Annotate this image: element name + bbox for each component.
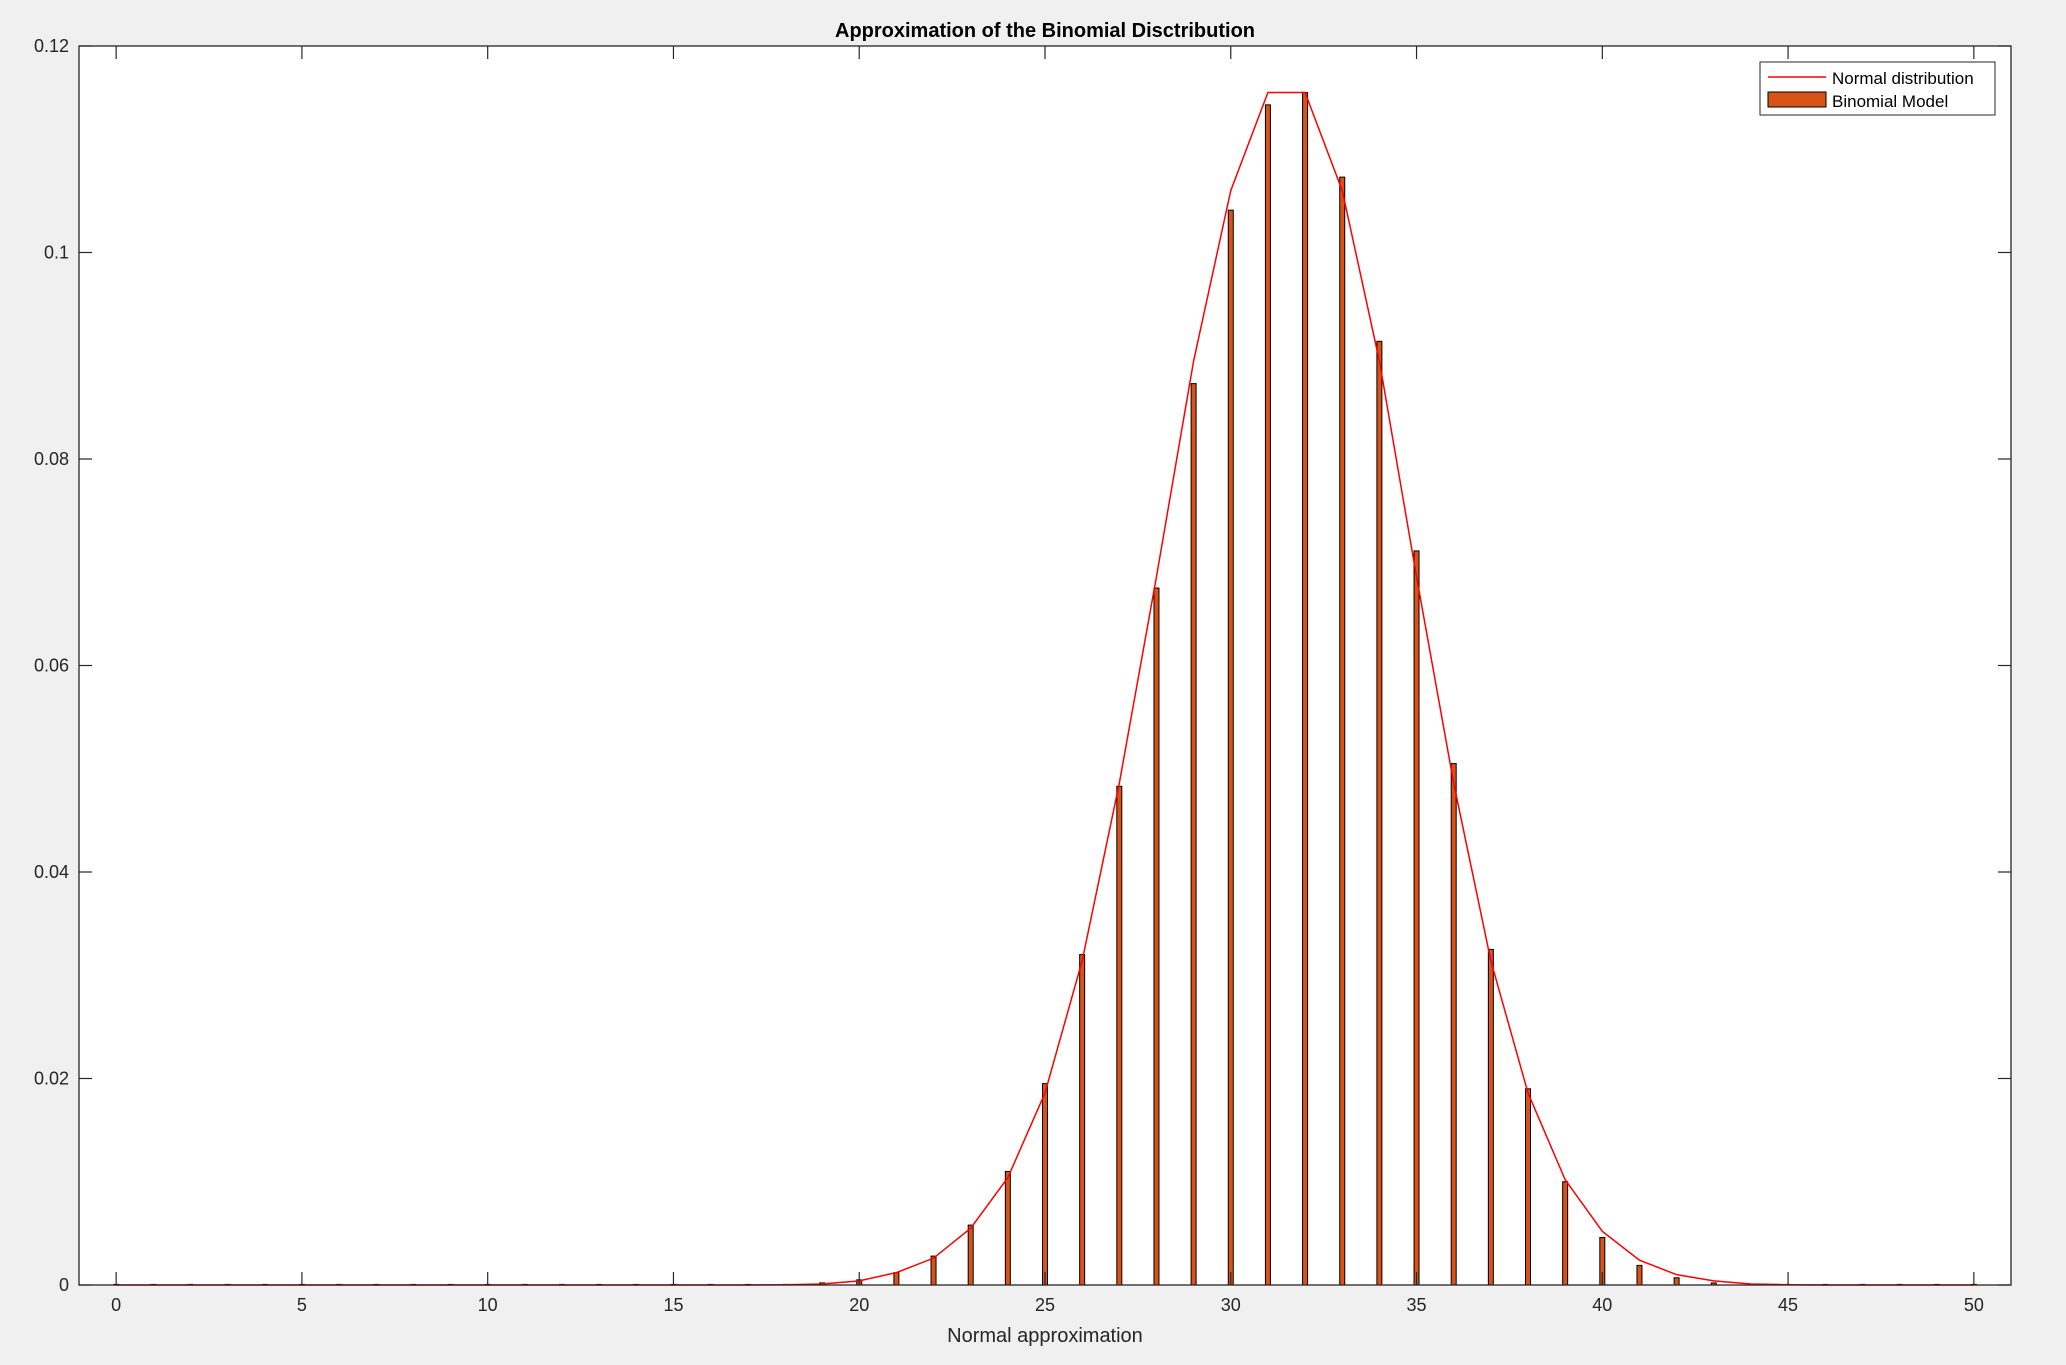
bar-x-23 [967, 1224, 974, 1286]
x-tick-label: 15 [663, 1295, 683, 1315]
bar-x-27 [1116, 785, 1123, 1286]
legend-entry-binomial: Binomial Model [1832, 92, 1948, 111]
ticks-layer: 0 5 10 15 20 25 30 35 40 45 50 0 0.02 0.04 0.06 0.08 0.1… [34, 36, 2011, 1315]
plot-area [79, 46, 2011, 1285]
x-tick-label: 40 [1592, 1295, 1612, 1315]
y-tick-label: 0.08 [34, 449, 69, 469]
x-axis-label: Normal approximation [947, 1325, 1143, 1347]
bar-x-37 [1487, 948, 1494, 1286]
bar-x-33 [1339, 176, 1346, 1286]
bars-layer [113, 91, 1977, 1286]
bar-x-42 [1673, 1277, 1680, 1286]
bar-x-21 [893, 1272, 900, 1286]
y-tick-label: 0.02 [34, 1069, 69, 1089]
bar-x-24 [1004, 1170, 1011, 1286]
y-tick-label: 0 [59, 1275, 69, 1295]
bar-x-29 [1190, 383, 1197, 1286]
x-tick-label: 0 [111, 1295, 121, 1315]
x-tick-label: 20 [849, 1295, 869, 1315]
x-tick-label: 30 [1221, 1295, 1241, 1315]
bar-x-32 [1302, 91, 1309, 1286]
x-tick-label: 25 [1035, 1295, 1055, 1315]
bar-x-26 [1079, 954, 1086, 1286]
x-tick-label: 50 [1964, 1295, 1984, 1315]
bar-x-39 [1562, 1181, 1569, 1286]
bar-x-28 [1153, 587, 1160, 1286]
x-tick-label: 45 [1778, 1295, 1798, 1315]
bar-x-22 [930, 1255, 937, 1286]
bar-x-30 [1227, 209, 1234, 1286]
y-tick-label: 0.12 [34, 36, 69, 56]
bar-x-31 [1264, 104, 1271, 1286]
y-tick-label: 0.06 [34, 656, 69, 676]
bar-x-34 [1376, 340, 1383, 1286]
bar-x-25 [1042, 1083, 1048, 1286]
y-tick-label: 0.04 [34, 862, 69, 882]
x-tick-label: 10 [478, 1295, 498, 1315]
legend: Normal distribution Binomial Model [1759, 61, 1996, 116]
bar-x-36 [1450, 763, 1457, 1286]
bar-x-41 [1636, 1264, 1643, 1286]
legend-bar-swatch [1767, 91, 1827, 108]
y-tick-label: 0.1 [44, 243, 69, 263]
legend-entry-normal: Normal distribution [1832, 69, 1974, 88]
bar-x-38 [1525, 1088, 1531, 1286]
x-tick-label: 35 [1407, 1295, 1427, 1315]
x-tick-label: 5 [297, 1295, 307, 1315]
chart-title: Approximation of the Binomial Disctribut… [835, 20, 1255, 42]
bar-x-35 [1413, 550, 1420, 1286]
